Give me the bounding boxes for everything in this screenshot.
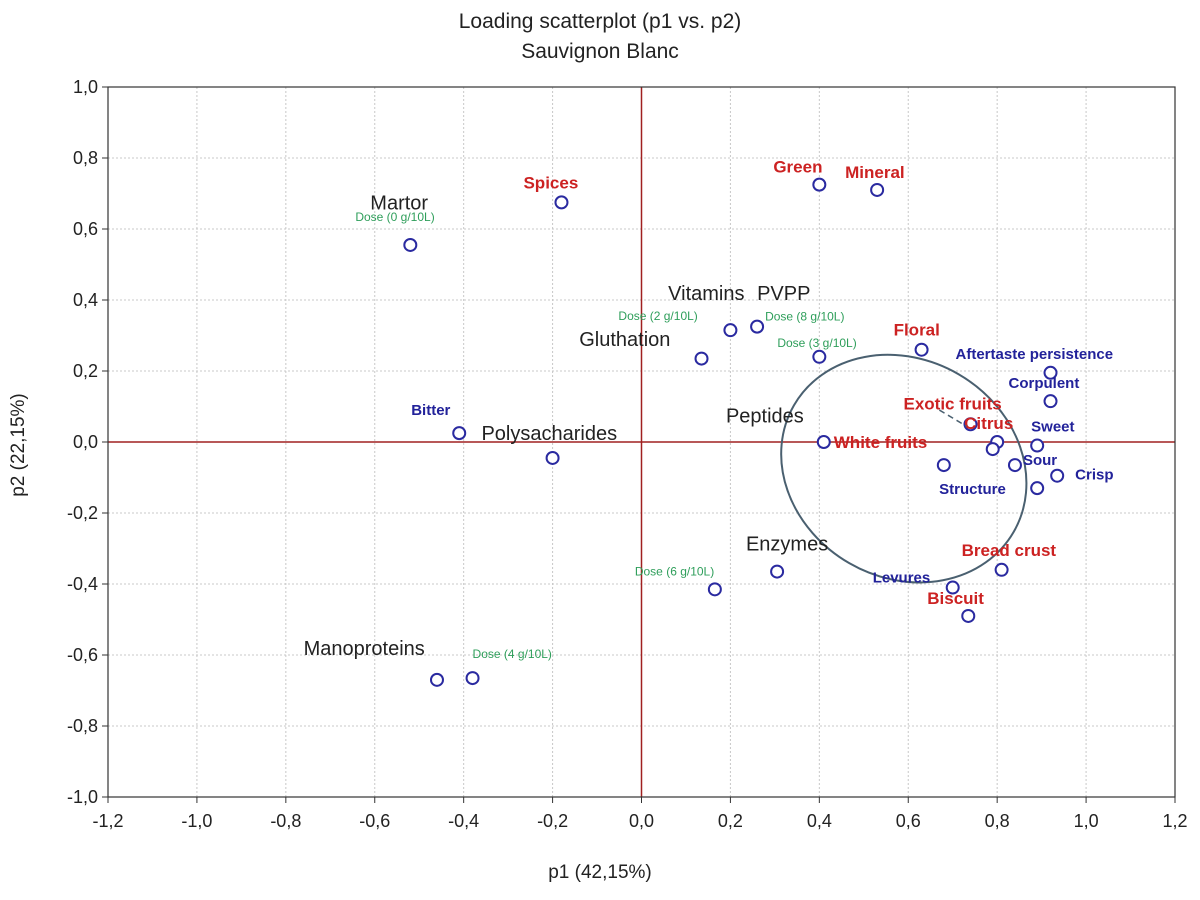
data-point xyxy=(1050,468,1065,483)
y-tick-label: -0,2 xyxy=(67,503,98,523)
x-axis-label: p1 (42,15%) xyxy=(548,862,652,883)
x-tick-label: -1,0 xyxy=(181,811,212,831)
leader-line xyxy=(938,409,967,427)
chart-subtitle: Sauvignon Blanc xyxy=(521,40,679,63)
data-point xyxy=(694,351,709,366)
point-label: Mineral xyxy=(845,163,905,182)
x-tick-label: 0,0 xyxy=(629,811,654,831)
treatment-label: Polysacharides xyxy=(481,423,617,445)
y-tick-label: -0,6 xyxy=(67,645,98,665)
data-point xyxy=(870,182,885,197)
point-label: Structure xyxy=(939,481,1006,498)
data-point xyxy=(1030,481,1045,496)
point-label: Corpulent xyxy=(1009,375,1080,392)
data-point xyxy=(963,417,978,432)
point-label: Dose (3 g/10L) xyxy=(777,336,856,350)
data-point xyxy=(750,319,765,334)
data-point xyxy=(554,195,569,210)
data-point xyxy=(945,580,960,595)
point-label: Exotic fruits xyxy=(903,394,1001,413)
treatment-label: Peptides xyxy=(726,405,804,427)
y-tick-label: -0,8 xyxy=(67,716,98,736)
y-tick-label: 1,0 xyxy=(73,77,98,97)
treatment-label: Vitamins xyxy=(668,283,744,305)
treatment-label: Gluthation xyxy=(579,329,670,351)
point-label: Dose (8 g/10L) xyxy=(765,310,844,324)
point-label: Dose (0 g/10L) xyxy=(355,210,434,224)
x-tick-label: 1,0 xyxy=(1074,811,1099,831)
data-point xyxy=(816,435,831,449)
data-point xyxy=(1043,394,1058,409)
treatment-label: Enzymes xyxy=(746,533,828,555)
data-point xyxy=(770,564,785,579)
point-label: Bitter xyxy=(411,402,450,419)
y-tick-label: -0,4 xyxy=(67,574,98,594)
point-label: Floral xyxy=(894,321,940,340)
data-point xyxy=(961,608,976,623)
x-tick-label: 0,8 xyxy=(985,811,1010,831)
y-tick-label: 0,8 xyxy=(73,148,98,168)
data-point xyxy=(707,582,722,597)
data-point xyxy=(812,177,827,192)
point-label: Levures xyxy=(873,570,931,587)
x-tick-label: 0,4 xyxy=(807,811,832,831)
x-tick-label: 0,6 xyxy=(896,811,921,831)
treatment-label: Martor xyxy=(370,192,428,214)
point-label: Biscuit xyxy=(927,589,984,608)
data-point xyxy=(936,458,951,473)
y-tick-label: 0,4 xyxy=(73,290,98,310)
point-label: Aftertaste persistence xyxy=(956,346,1114,363)
x-tick-label: -1,2 xyxy=(92,811,123,831)
treatment-label: Manoproteins xyxy=(304,638,425,660)
data-point xyxy=(465,671,480,686)
data-point xyxy=(723,323,738,338)
x-tick-label: -0,2 xyxy=(537,811,568,831)
point-label: Citrus xyxy=(964,414,1013,433)
point-label: Dose (6 g/10L) xyxy=(635,564,714,578)
point-label: Spices xyxy=(523,173,578,192)
data-point xyxy=(812,349,827,364)
data-point xyxy=(403,237,418,252)
data-point xyxy=(429,672,444,687)
x-tick-label: -0,4 xyxy=(448,811,479,831)
treatment-label: PVPP xyxy=(757,283,810,305)
confidence-ellipse xyxy=(780,353,1028,584)
point-label: Dose (4 g/10L) xyxy=(473,647,552,661)
y-tick-label: 0,6 xyxy=(73,219,98,239)
data-point xyxy=(994,562,1009,577)
y-tick-label: -1,0 xyxy=(67,787,98,807)
point-label: Sweet xyxy=(1031,419,1074,436)
chart-title: Loading scatterplot (p1 vs. p2) xyxy=(458,10,742,33)
x-tick-label: -0,6 xyxy=(359,811,390,831)
data-point xyxy=(1030,438,1045,453)
data-point xyxy=(1043,365,1058,380)
point-label: Bread crust xyxy=(962,541,1057,560)
point-label: Sour xyxy=(1023,452,1057,469)
point-label: Dose (2 g/10L) xyxy=(618,309,697,323)
y-axis-label: p2 (22,15%) xyxy=(8,393,29,497)
point-label: Crisp xyxy=(1075,467,1113,484)
point-label: White fruits xyxy=(834,433,928,452)
x-tick-label: -0,8 xyxy=(270,811,301,831)
point-label: Green xyxy=(773,158,822,177)
data-point xyxy=(452,426,467,441)
data-point xyxy=(985,442,1000,457)
x-tick-label: 1,2 xyxy=(1162,811,1187,831)
y-tick-label: 0,0 xyxy=(73,432,98,452)
y-tick-label: 0,2 xyxy=(73,361,98,381)
data-point xyxy=(1007,458,1022,473)
data-point xyxy=(545,450,560,465)
x-tick-label: 0,2 xyxy=(718,811,743,831)
data-point xyxy=(914,342,929,357)
